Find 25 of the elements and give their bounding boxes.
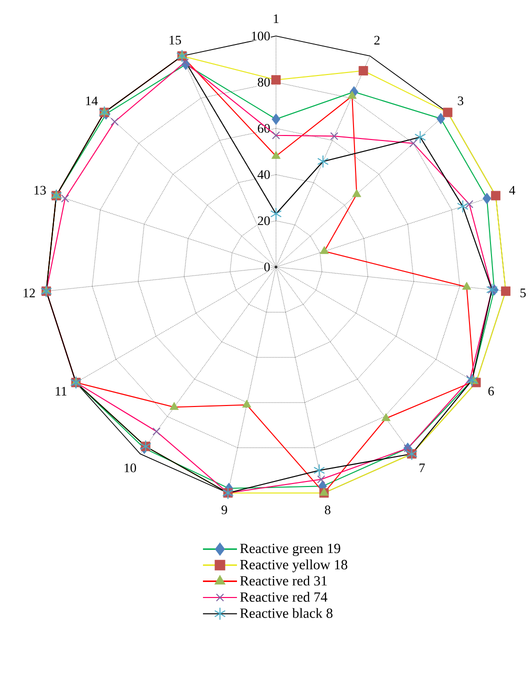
spoke-label: 2 <box>374 36 380 44</box>
legend-label: Reactive yellow 18 <box>240 560 348 572</box>
y-tick-label: 40 <box>258 170 270 179</box>
spoke-label: 8 <box>324 506 330 514</box>
spoke-label: 14 <box>86 96 98 106</box>
spoke-label: 4 <box>509 186 516 195</box>
spoke-label: 1 <box>274 14 278 23</box>
spoke-label: 11 <box>56 386 66 396</box>
spoke-label: 13 <box>34 186 46 195</box>
legend-label: Reactive green 19 <box>240 544 340 556</box>
legend-label: Reactive red 74 <box>240 592 328 602</box>
spoke-label: 12 <box>24 288 35 298</box>
y-tick-label: 100 <box>252 32 270 40</box>
y-tick-label: 0 <box>264 262 270 272</box>
legend-label: Reactive red 31 <box>240 576 327 586</box>
spoke-label: 9 <box>222 506 228 514</box>
y-tick-label: 80 <box>258 78 270 87</box>
spoke-label: 7 <box>420 464 425 472</box>
spoke-label: 15 <box>170 36 181 44</box>
y-tick-label: 20 <box>258 216 270 226</box>
spoke-label: 6 <box>488 386 494 396</box>
legend-label: Reactive black 8 <box>240 608 332 618</box>
spoke-label: 5 <box>520 288 526 298</box>
spoke-label: 10 <box>124 464 136 472</box>
spoke-label: 3 <box>458 96 464 106</box>
